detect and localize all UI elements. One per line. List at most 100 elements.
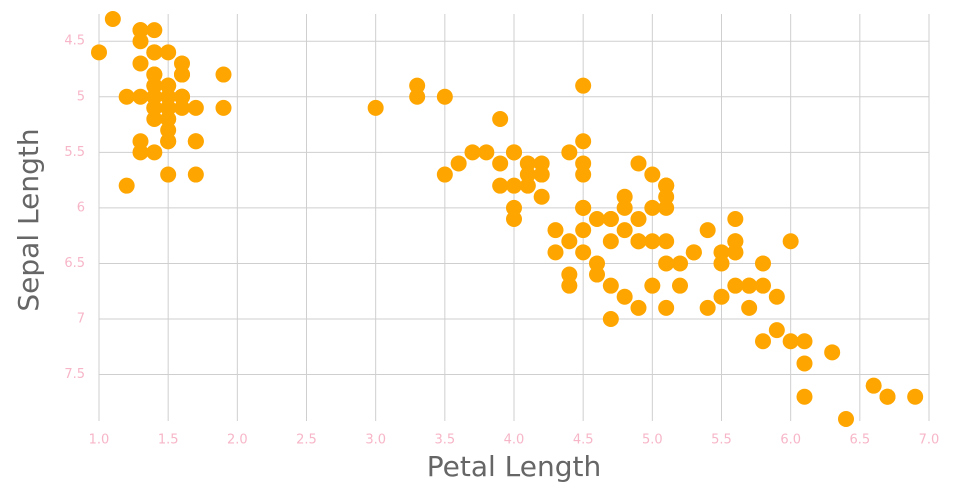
point (658, 188, 675, 205)
point (796, 355, 813, 372)
point (768, 288, 785, 305)
point (409, 88, 426, 105)
point (589, 255, 605, 272)
point (602, 311, 619, 327)
point (616, 188, 633, 205)
point (160, 44, 177, 61)
x-tick-label: 6.0 (780, 433, 801, 448)
point (132, 22, 149, 39)
point (630, 155, 647, 172)
point (146, 44, 163, 61)
point (616, 199, 633, 216)
y-tick-label: 6.5 (64, 256, 85, 271)
y-tick-label: 7.5 (64, 367, 85, 382)
point (616, 288, 633, 305)
y-tick-label: 6 (77, 200, 85, 215)
point (672, 255, 688, 272)
point (464, 144, 481, 161)
point (630, 211, 647, 227)
point (174, 55, 190, 72)
point (782, 333, 799, 350)
point (506, 144, 522, 161)
point (187, 166, 204, 183)
point (160, 133, 177, 150)
x-tick-label: 3.0 (365, 433, 386, 448)
point (132, 33, 149, 50)
point (658, 299, 675, 316)
point (118, 88, 135, 105)
point (492, 111, 509, 127)
point (727, 277, 744, 294)
x-tick-label: 4.0 (504, 433, 525, 448)
y-axis-title: Sepal Length (12, 128, 45, 311)
point (174, 99, 190, 116)
y-tick-label: 7 (77, 312, 85, 327)
point (561, 266, 578, 283)
point (478, 144, 495, 161)
point (589, 266, 605, 283)
point (630, 233, 647, 250)
point (174, 66, 190, 83)
point (160, 111, 177, 127)
point (146, 77, 163, 94)
point (506, 199, 522, 216)
point (644, 233, 661, 250)
point (215, 99, 232, 116)
point (658, 255, 675, 272)
point (755, 255, 771, 272)
x-tick-label: 6.5 (849, 433, 870, 448)
point (575, 133, 592, 150)
point (561, 233, 578, 250)
point (838, 411, 854, 427)
point (187, 133, 204, 150)
point (91, 44, 107, 61)
point (658, 199, 675, 216)
point (174, 88, 190, 105)
point (506, 177, 522, 194)
y-tick-label: 5.5 (64, 145, 85, 160)
point (547, 244, 564, 261)
point (824, 344, 841, 361)
point (187, 99, 204, 116)
point (768, 322, 785, 339)
point (575, 77, 592, 94)
point (796, 333, 813, 350)
point (146, 88, 163, 105)
point (436, 88, 453, 105)
point (658, 233, 675, 250)
point (602, 233, 619, 250)
point (160, 166, 177, 183)
point (132, 144, 149, 161)
x-tick-label: 5.5 (711, 433, 732, 448)
point (547, 222, 564, 239)
point (215, 66, 232, 83)
point (699, 222, 716, 239)
point (644, 166, 661, 183)
point (755, 277, 771, 294)
x-tick-label: 2.0 (227, 433, 248, 448)
point (533, 188, 550, 205)
point (727, 233, 744, 250)
point (519, 166, 536, 183)
point (519, 177, 536, 194)
point (492, 177, 509, 194)
point (685, 244, 702, 261)
x-tick-label: 5.0 (642, 433, 663, 448)
point (575, 155, 592, 172)
point (519, 155, 536, 172)
point (741, 277, 758, 294)
point (796, 388, 813, 405)
point (727, 211, 744, 227)
x-tick-label: 4.5 (573, 433, 594, 448)
point (533, 166, 550, 183)
point (755, 333, 771, 350)
point (160, 77, 177, 94)
point (146, 66, 163, 83)
point (146, 22, 163, 39)
x-tick-label: 3.5 (434, 433, 455, 448)
point (160, 122, 177, 139)
point (160, 99, 177, 116)
x-axis-title: Petal Length (427, 450, 602, 483)
point (561, 277, 578, 294)
